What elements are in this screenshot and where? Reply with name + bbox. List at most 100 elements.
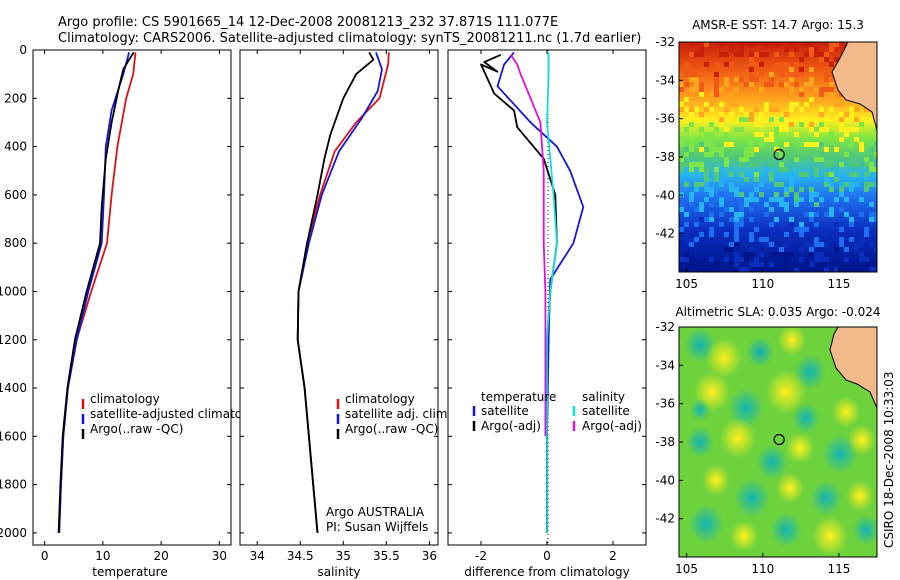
sst-pixel — [854, 267, 859, 272]
sst-pixel — [769, 222, 774, 227]
sst-pixel — [724, 162, 729, 167]
sst-pixel — [799, 232, 804, 237]
sst-pixel — [684, 67, 689, 72]
sst-pixel — [809, 97, 814, 102]
sst-pixel — [869, 212, 874, 217]
sst-pixel — [814, 97, 819, 102]
sst-pixel — [694, 222, 699, 227]
sst-pixel — [719, 227, 724, 232]
sst-pixel — [719, 212, 724, 217]
sst-pixel — [744, 232, 749, 237]
sst-pixel — [709, 122, 714, 127]
sst-pixel — [824, 52, 829, 57]
sst-pixel — [839, 122, 844, 127]
sst-pixel — [684, 72, 689, 77]
sst-pixel — [724, 132, 729, 137]
sst-pixel — [774, 217, 779, 222]
sst-pixel — [769, 72, 774, 77]
sst-pixel — [789, 102, 794, 107]
sst-pixel — [724, 52, 729, 57]
sst-pixel — [739, 52, 744, 57]
sst-pixel — [729, 207, 734, 212]
y-tick-label: 1200 — [0, 333, 27, 347]
sst-pixel — [814, 52, 819, 57]
sst-pixel — [739, 172, 744, 177]
sst-pixel — [724, 77, 729, 82]
sst-pixel — [684, 257, 689, 262]
credit-stamp: CSIRO 18-Dec-2008 10:33:03 — [882, 371, 896, 548]
sst-pixel — [714, 62, 719, 67]
sst-pixel — [829, 82, 834, 87]
sst-pixel — [844, 212, 849, 217]
sst-pixel — [749, 72, 754, 77]
sst-pixel — [684, 82, 689, 87]
sst-pixel — [709, 202, 714, 207]
sst-pixel — [829, 132, 834, 137]
sst-pixel — [684, 147, 689, 152]
sla-anomaly-blob — [778, 327, 806, 356]
sst-pixel — [754, 237, 759, 242]
sst-pixel — [749, 147, 754, 152]
sst-pixel — [784, 47, 789, 52]
sst-map-ticks: 105 110 115 -32 -34 -36 -38 -40 -42 — [655, 35, 850, 291]
sst-pixel — [739, 162, 744, 167]
sst-pixel — [839, 102, 844, 107]
sst-pixel — [764, 82, 769, 87]
sst-pixel — [744, 197, 749, 202]
sst-pixel — [689, 147, 694, 152]
sst-pixel — [709, 132, 714, 137]
sst-pixel — [784, 62, 789, 67]
sst-pixel — [714, 72, 719, 77]
sst-pixel — [739, 42, 744, 47]
sst-pixel — [759, 112, 764, 117]
sst-pixel — [684, 127, 689, 132]
sst-pixel — [874, 212, 877, 217]
sst-pixel — [769, 82, 774, 87]
sst-pixel — [779, 127, 784, 132]
sst-pixel — [694, 117, 699, 122]
sst-pixel — [739, 222, 744, 227]
sst-pixel — [824, 162, 829, 167]
sst-pixel — [874, 217, 877, 222]
sst-pixel — [804, 212, 809, 217]
sst-pixel — [849, 222, 854, 227]
y-tick-label: -38 — [655, 435, 675, 449]
sst-pixel — [754, 117, 759, 122]
sst-pixel — [784, 172, 789, 177]
sst-pixel — [834, 102, 839, 107]
sst-pixel — [754, 227, 759, 232]
figure-title-line1: Argo profile: CS 5901665_14 12-Dec-2008 … — [58, 15, 558, 30]
sst-pixel — [764, 42, 769, 47]
sst-pixel — [689, 257, 694, 262]
sst-pixel — [679, 202, 684, 207]
sst-pixel — [854, 107, 859, 112]
sla-anomaly-blob — [690, 399, 710, 421]
sst-pixel — [684, 97, 689, 102]
y-tick-label: -42 — [655, 512, 675, 526]
sst-pixel — [694, 87, 699, 92]
sst-pixel — [804, 172, 809, 177]
sst-pixel — [684, 237, 689, 242]
sst-pixel — [769, 207, 774, 212]
sst-pixel — [839, 267, 844, 272]
sst-pixel — [729, 187, 734, 192]
sst-pixel — [689, 152, 694, 157]
temperature-axis-ticks: 0 10 20 30 — [41, 50, 227, 563]
sst-pixel — [839, 207, 844, 212]
sst-pixel — [849, 162, 854, 167]
sst-pixel — [709, 227, 714, 232]
y-tick-label: 1800 — [0, 478, 27, 492]
sst-pixel — [804, 52, 809, 57]
sst-pixel — [734, 267, 739, 272]
sst-pixel — [734, 242, 739, 247]
sst-pixel — [874, 127, 877, 132]
sst-pixel — [739, 117, 744, 122]
sst-pixel — [839, 237, 844, 242]
sst-pixel — [704, 142, 709, 147]
sst-pixel — [799, 57, 804, 62]
sst-pixel — [819, 127, 824, 132]
sst-pixel — [749, 247, 754, 252]
series-line-argo-raw-qc — [57, 51, 135, 533]
sst-pixel — [749, 77, 754, 82]
sst-pixel — [784, 227, 789, 232]
